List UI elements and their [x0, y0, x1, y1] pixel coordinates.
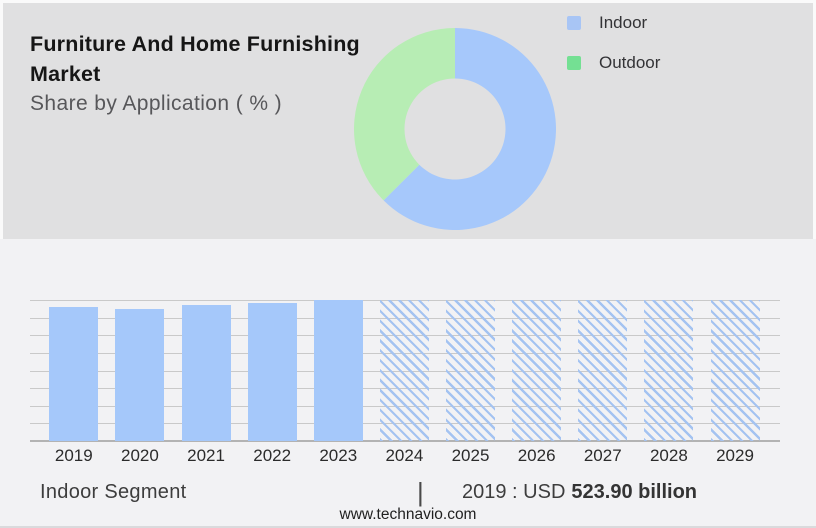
bar-2028-forecast — [644, 300, 694, 441]
value-annotation: 2019 : USD 523.90 billion — [462, 481, 697, 504]
x-tick-2021: 2021 — [187, 446, 225, 465]
separator-bar: | — [417, 477, 424, 507]
x-tick-2025: 2025 — [451, 446, 490, 465]
donut-section: Furniture And Home Furnishing Market Sha… — [3, 3, 813, 239]
legend-item-outdoor: Outdoor — [567, 53, 661, 72]
chart-legend: Indoor Outdoor — [567, 13, 661, 72]
bar-2027-forecast — [578, 300, 628, 441]
value-prefix: 2019 : USD — [462, 481, 566, 503]
website-url: www.technavio.com — [339, 506, 477, 523]
bar-2024-forecast — [379, 300, 429, 441]
x-tick-2029: 2029 — [716, 446, 754, 465]
bar-chart — [30, 300, 780, 442]
x-tick-2019: 2019 — [54, 446, 93, 465]
x-tick-2027: 2027 — [583, 446, 622, 465]
donut-slice-indoor — [383, 28, 556, 230]
x-tick-2020: 2020 — [120, 446, 159, 465]
x-tick-2022: 2022 — [253, 446, 292, 465]
segment-label: Indoor Segment — [40, 481, 187, 503]
x-tick-2024: 2024 — [385, 446, 424, 465]
bar-2025-forecast — [446, 300, 496, 441]
donut-chart — [353, 27, 557, 231]
x-tick-2023: 2023 — [319, 446, 358, 465]
bar-2026-forecast — [512, 300, 562, 441]
bar-2029-forecast — [710, 300, 760, 441]
bar-2020 — [115, 309, 165, 441]
bar-chart-x-axis: 2019 2020 2021 2022 2023 2024 2025 2026 2027 2028… — [30, 446, 780, 468]
x-tick-2026: 2026 — [517, 446, 556, 465]
page-subtitle: Share by Application ( % ) — [30, 92, 283, 115]
bar-section: 2019 2020 2021 2022 2023 2024 2025 2026 2027 2028… — [0, 239, 816, 528]
bar-2021 — [181, 305, 231, 441]
page-title: Furniture And Home Furnishing Market — [30, 32, 360, 86]
legend-swatch-indoor — [567, 16, 581, 30]
donut-slice-outdoor — [354, 28, 455, 201]
bar-2023 — [313, 300, 363, 441]
footer-row: Indoor Segment | 2019 : USD 523.90 billio… — [0, 477, 816, 507]
legend-swatch-outdoor — [567, 56, 581, 70]
legend-label: Indoor — [599, 13, 648, 32]
legend-item-indoor: Indoor — [567, 13, 660, 32]
value-amount: 523.90 billion — [571, 481, 697, 503]
legend-label: Outdoor — [599, 53, 661, 72]
bar-2019 — [49, 307, 99, 441]
donut-svg — [354, 28, 556, 230]
x-tick-2028: 2028 — [649, 446, 688, 465]
bar-2022 — [247, 302, 297, 441]
